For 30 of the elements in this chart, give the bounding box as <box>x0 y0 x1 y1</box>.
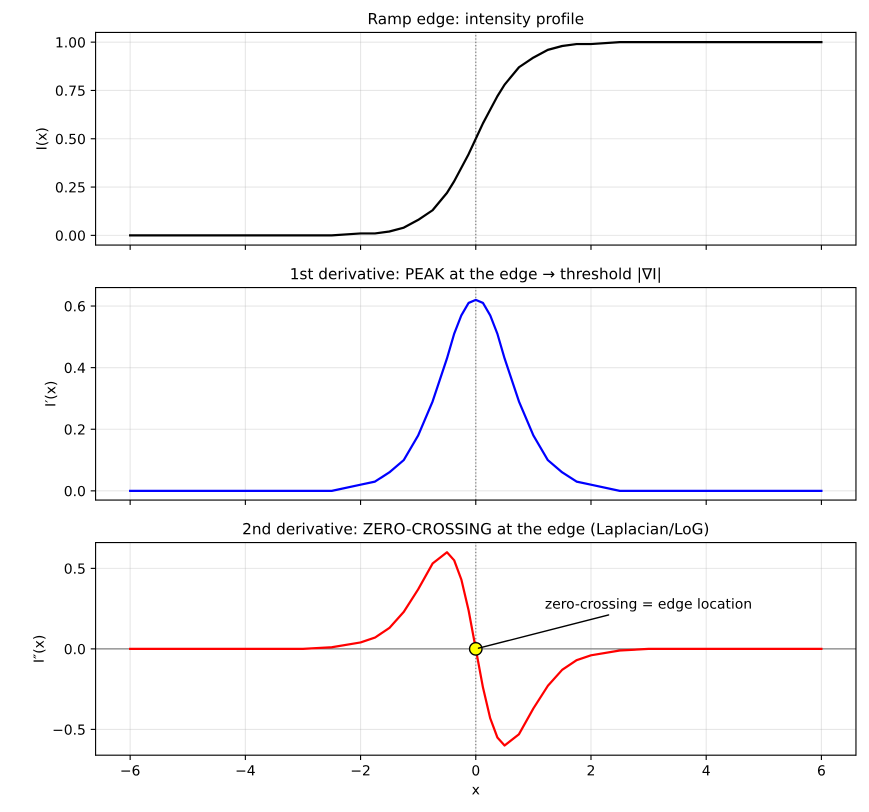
y-tick-label: 0.75 <box>56 85 85 96</box>
y-axis-title: I″(x) <box>33 636 46 662</box>
chart-title: 1st derivative: PEAK at the edge → threshold |∇I| <box>291 268 660 283</box>
x-tick-label: 0 <box>472 765 480 776</box>
annotation: zero-crossing = edge location <box>546 598 751 612</box>
x-axis-title: x <box>472 786 480 794</box>
y-tick-label: 0.5 <box>64 563 85 574</box>
y-tick-label: 0.0 <box>64 644 85 654</box>
y-axis-title: I′(x) <box>44 382 58 406</box>
y-tick-label: 0.4 <box>64 362 86 374</box>
y-tick-label: 0.25 <box>56 182 85 193</box>
chart-title: 2nd derivative: ZERO-CROSSING at the edge (Laplacian/LoG) <box>243 522 708 538</box>
y-tick-label: 0.6 <box>64 300 85 312</box>
y-tick-label: −0.5 <box>54 724 85 735</box>
y-tick-label: 1.00 <box>56 37 85 48</box>
x-tick-label: 4 <box>702 765 710 776</box>
x-tick-label: −2 <box>352 765 370 776</box>
line-series <box>129 41 823 236</box>
x-tick-label: −4 <box>236 765 255 776</box>
x-tick-label: −6 <box>121 765 140 776</box>
x-tick-label: 2 <box>588 765 594 776</box>
y-tick-label: 0.00 <box>56 230 85 241</box>
y-tick-label: 0.2 <box>64 424 84 435</box>
chart-title: Ramp edge: intensity profile <box>368 12 584 28</box>
x-tick-label: 6 <box>818 765 825 776</box>
line-series <box>129 298 823 492</box>
y-axis-title: I(x) <box>36 128 48 149</box>
y-tick-label: 0.0 <box>64 486 85 496</box>
y-tick-label: 0.50 <box>56 134 85 144</box>
line-series <box>129 551 823 747</box>
